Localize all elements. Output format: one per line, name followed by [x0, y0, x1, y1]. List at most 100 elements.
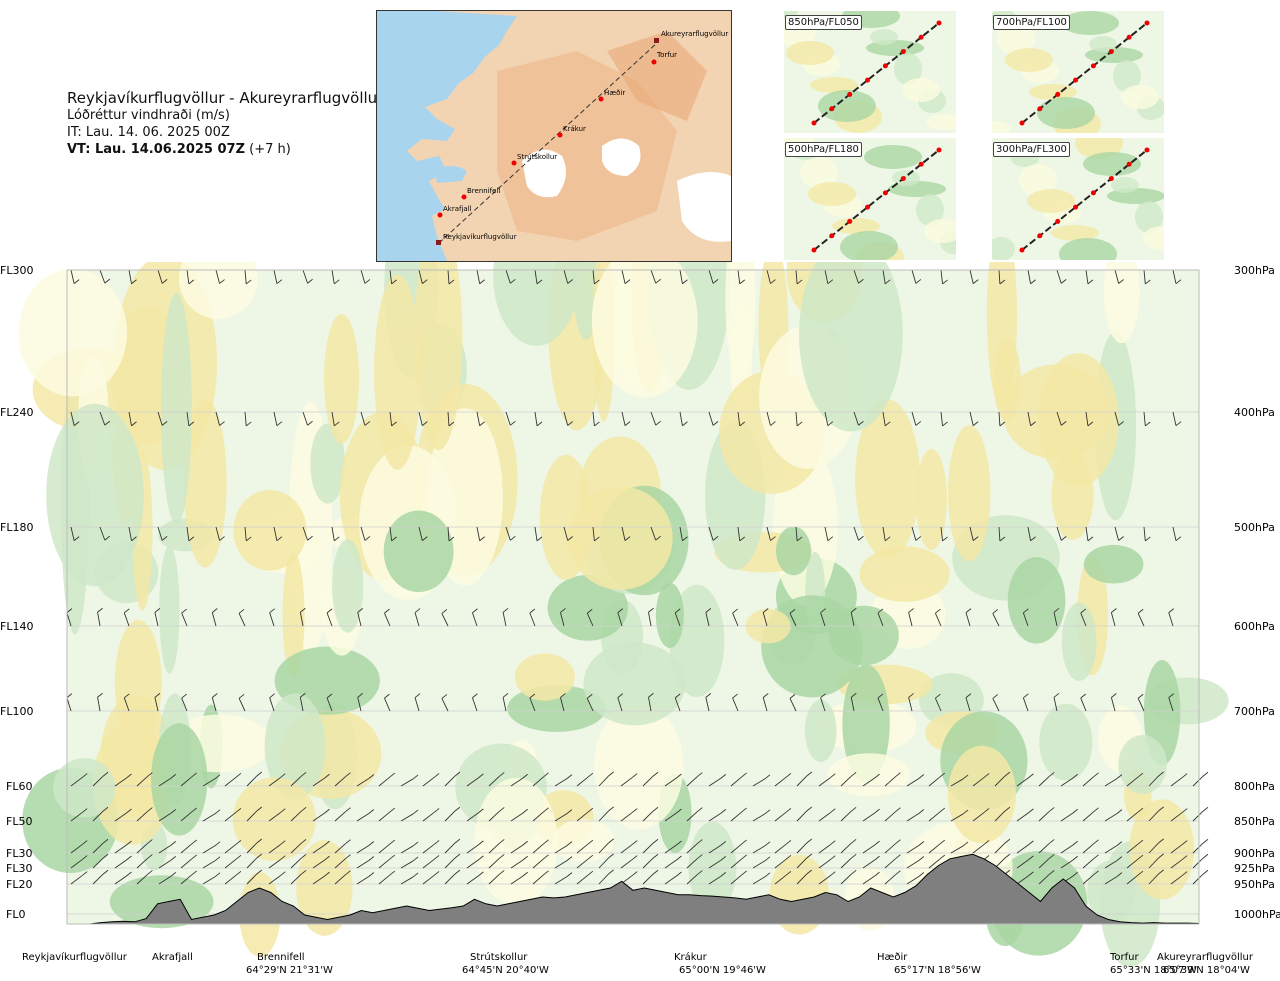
wind-barb-flag — [762, 608, 769, 613]
wind-barb-flag — [895, 870, 901, 876]
wind-barb-flag — [770, 279, 776, 284]
wind-barb-flag — [586, 693, 593, 699]
wind-barb-flag — [877, 608, 884, 614]
wind-barb-flag — [895, 807, 901, 813]
wind-barb — [705, 697, 710, 712]
wind-barb-flag — [652, 838, 659, 844]
station-label: Strútskollur — [470, 951, 528, 963]
wind-barb — [1148, 775, 1159, 787]
wind-barb-flag — [705, 693, 712, 698]
wind-barb-flag — [1116, 856, 1123, 862]
hpa-tick-label: 300hPa — [1234, 264, 1275, 277]
wind-barb — [357, 697, 362, 712]
wind-barb-flag — [212, 693, 218, 698]
wind-barb — [114, 844, 127, 854]
wind-barb-flag — [682, 279, 688, 285]
wind-barb-flag — [422, 421, 428, 426]
wind-barb — [476, 526, 481, 541]
wind-barb — [1080, 697, 1087, 712]
wind-barb — [1170, 875, 1183, 885]
wind-barb — [70, 844, 83, 854]
wind-barb — [136, 811, 148, 822]
wind-barb-flag — [131, 279, 137, 285]
wind-barb — [326, 612, 333, 627]
wind-barb — [969, 411, 974, 426]
wind-barb — [92, 857, 104, 869]
wind-barb-flag — [510, 420, 516, 426]
wind-barb-flag — [1093, 772, 1099, 778]
wind-barb-flag — [586, 608, 593, 614]
wind-barb-flag — [697, 870, 703, 875]
wind-barb-flag — [682, 421, 688, 427]
field-contour — [183, 398, 227, 568]
wind-barb — [620, 777, 633, 787]
wind-barb — [934, 697, 942, 712]
wind-barb — [972, 812, 985, 822]
wind-barb-flag — [918, 774, 925, 779]
wind-barb-flag — [191, 854, 197, 860]
wind-barb — [969, 526, 974, 541]
wind-barb-flag — [608, 771, 614, 777]
wind-barb — [708, 859, 721, 869]
wind-barb — [737, 411, 741, 426]
wind-barb-flag — [522, 808, 528, 814]
wind-barb-flag — [256, 853, 263, 859]
wind-barb — [1027, 526, 1032, 541]
wind-barb-flag — [170, 872, 177, 877]
wind-barb — [592, 526, 595, 541]
wind-barb — [389, 411, 393, 426]
wind-barb-flag — [631, 840, 638, 845]
wind-barb — [1016, 812, 1029, 822]
wind-barb — [998, 269, 1001, 285]
wind-barb — [884, 776, 896, 787]
wind-barb — [1110, 612, 1116, 627]
wind-barb — [441, 613, 449, 627]
wind-barb — [99, 269, 106, 284]
wind-barb — [312, 859, 325, 869]
wind-barb-flag — [918, 809, 925, 814]
wind-barb — [818, 859, 831, 869]
wind-barb-flag — [66, 608, 73, 613]
wind-barb-flag — [357, 693, 363, 698]
wind-barb-flag — [1137, 870, 1144, 876]
wind-barb — [290, 858, 302, 869]
wind-barb-flag — [1072, 808, 1078, 814]
panel-station — [1126, 34, 1132, 40]
wind-barb-flag — [785, 772, 792, 778]
wind-barb — [180, 874, 192, 885]
wind-barb-flag — [269, 693, 275, 699]
terrain-profile — [67, 853, 1200, 925]
wind-barb-flag — [389, 807, 396, 813]
wind-barb — [447, 411, 450, 426]
wind-barb — [97, 697, 101, 712]
wind-barb — [70, 526, 75, 541]
wind-barb — [620, 844, 633, 854]
wind-barb-flag — [674, 608, 681, 614]
wind-barb-flag — [81, 808, 88, 813]
wind-barb — [950, 845, 964, 854]
wind-barb-flag — [300, 607, 306, 613]
wind-barb — [824, 526, 829, 541]
wind-barb-flag — [161, 536, 168, 541]
wind-barb-flag — [1118, 421, 1124, 426]
wind-barb — [1027, 411, 1032, 426]
wind-barb-flag — [1158, 853, 1164, 859]
panel-label: 500hPa/FL180 — [785, 142, 862, 157]
wind-barb — [554, 845, 568, 854]
wind-barb-flag — [806, 838, 813, 844]
wind-barb — [1148, 842, 1159, 854]
wind-barb — [1082, 843, 1094, 854]
field-contour — [151, 723, 208, 836]
wind-barb-flag — [1202, 838, 1209, 844]
wind-barb-flag — [478, 808, 484, 814]
wind-barb — [621, 269, 626, 284]
wind-barb-flag — [454, 806, 461, 812]
panel-station — [847, 91, 853, 97]
wind-barb-flag — [624, 279, 631, 285]
station-label: Brennifell — [257, 952, 305, 963]
wind-barb — [476, 411, 481, 426]
wind-barb — [273, 411, 278, 426]
wind-barb-flag — [479, 536, 485, 542]
wind-barb-flag — [131, 421, 137, 427]
wind-barb-flag — [102, 806, 109, 812]
